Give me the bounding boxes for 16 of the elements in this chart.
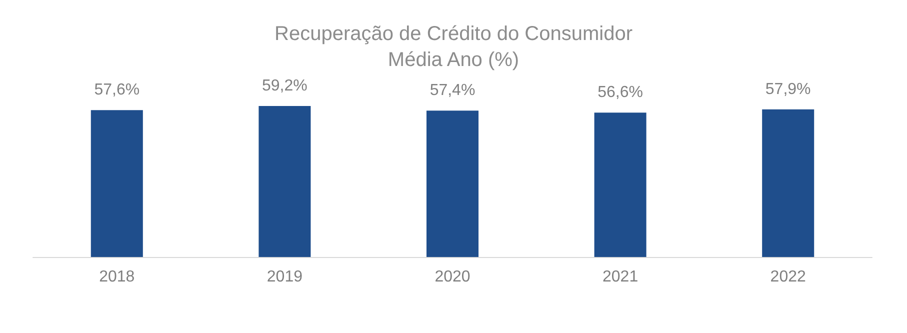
bar <box>90 110 143 257</box>
data-label: 57,9% <box>765 80 811 98</box>
x-tick-label: 2021 <box>602 268 638 286</box>
data-label: 57,6% <box>94 82 140 99</box>
x-tick-label: 2020 <box>434 268 470 286</box>
bar <box>762 109 814 257</box>
bar <box>258 106 311 257</box>
x-tick-label: 2018 <box>99 268 135 286</box>
bar <box>594 112 646 257</box>
x-tick-label: 2019 <box>266 268 303 286</box>
data-label: 57,4% <box>430 82 476 100</box>
data-label: 59,2% <box>262 78 308 95</box>
chart-title: Recuperação de Crédito do Consumidor Média Ano (%) <box>274 23 633 71</box>
data-label: 56,6% <box>598 84 643 102</box>
x-tick-label: 2022 <box>770 268 806 286</box>
bar <box>426 110 479 257</box>
